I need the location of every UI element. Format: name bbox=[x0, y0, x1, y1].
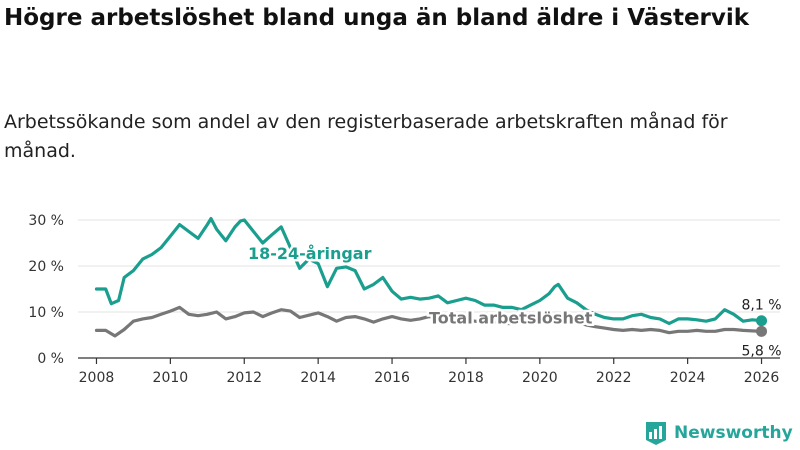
end-value-label-youth: 8,1 % bbox=[742, 298, 782, 314]
y-tick-label: 0 % bbox=[37, 351, 64, 367]
y-axis-tick-labels: 0 % 10 % 20 % 30 % bbox=[28, 213, 64, 367]
x-axis: 2008 2010 2012 2014 2016 2018 2020 2022 2024 2026 bbox=[78, 357, 780, 386]
x-tick-label: 2008 bbox=[79, 370, 115, 386]
chart-subtitle: Arbetssökande som andel av den registerb… bbox=[4, 111, 728, 162]
newsworthy-logo-icon bbox=[646, 422, 666, 445]
series-line-youth bbox=[94, 217, 764, 326]
x-tick-label: 2010 bbox=[153, 370, 189, 386]
x-tick-label: 2022 bbox=[596, 370, 632, 386]
x-tick-label: 2014 bbox=[300, 370, 336, 386]
end-value-label-total: 5,8 % bbox=[742, 343, 782, 359]
gridlines bbox=[78, 219, 780, 359]
series-lines bbox=[94, 217, 768, 338]
data-labels: 18-24-åringar Total arbetslöshet 8,1 % 5,8 … bbox=[245, 242, 782, 360]
x-tick-label: 2020 bbox=[522, 370, 558, 386]
x-tick-label: 2016 bbox=[374, 370, 410, 386]
x-tick-label: 2012 bbox=[226, 370, 262, 386]
end-marker-total bbox=[756, 325, 768, 337]
brand-logo: Newsworthy bbox=[644, 420, 793, 446]
y-tick-label: 30 % bbox=[28, 213, 64, 229]
line-chart: 0 % 10 % 20 % 30 % 2008 2010 2012 2014 2016 2018… bbox=[28, 213, 782, 386]
x-tick-label: 2026 bbox=[744, 370, 780, 386]
brand-name: Newsworthy bbox=[674, 423, 793, 443]
x-tick-label: 2024 bbox=[670, 370, 706, 386]
y-tick-label: 10 % bbox=[28, 305, 64, 321]
x-tick-label: 2018 bbox=[448, 370, 484, 386]
end-marker-youth bbox=[756, 315, 768, 327]
y-tick-label: 20 % bbox=[28, 259, 64, 275]
series-line-total bbox=[94, 305, 764, 338]
chart-title: Högre arbetslöshet bland unga än bland ä… bbox=[4, 5, 750, 31]
series-label-total: Total arbetslöshet bbox=[429, 309, 593, 328]
series-label-youth: 18-24-åringar bbox=[248, 244, 372, 263]
